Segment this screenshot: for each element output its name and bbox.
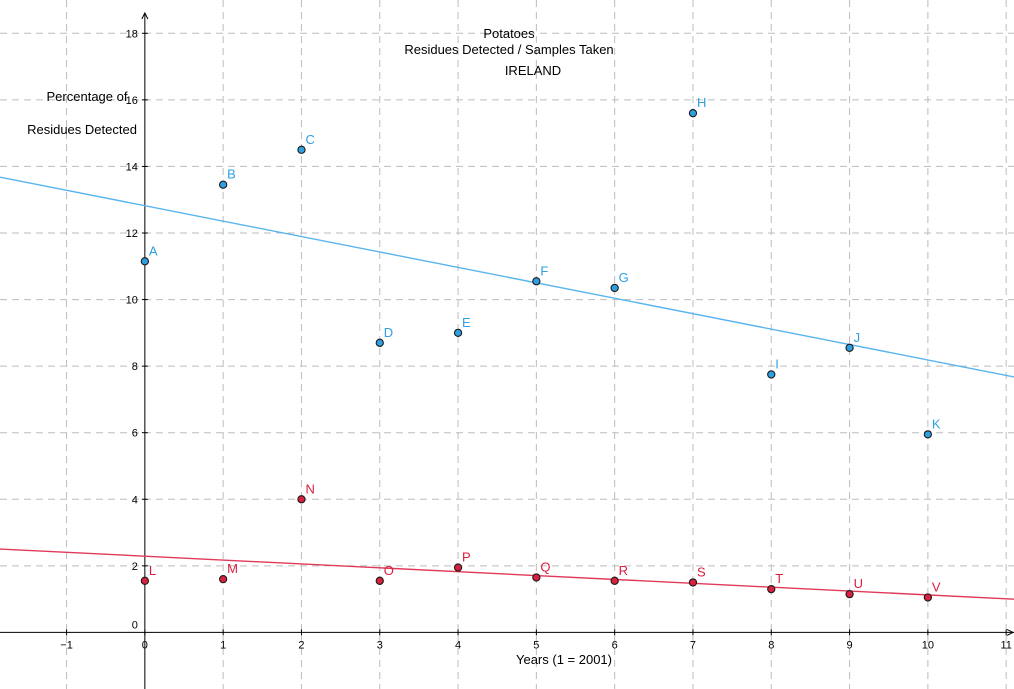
data-point-r <box>610 576 619 585</box>
point-label-h: H <box>697 95 706 110</box>
point-label-b: B <box>227 167 236 182</box>
y-tick-label: 6 <box>132 428 138 440</box>
y-tick-label: 2 <box>132 561 138 573</box>
data-point-b <box>219 180 228 189</box>
axes <box>0 11 1014 689</box>
data-point-k <box>923 430 933 439</box>
point-label-t: T <box>775 571 783 586</box>
x-tick-label: 8 <box>768 639 774 651</box>
chart-title-line-1: Potatoes <box>483 26 535 41</box>
x-tick-label: 0 <box>142 639 148 651</box>
x-tick-label: −1 <box>60 639 73 651</box>
data-point-f <box>532 277 541 286</box>
x-tick-label: 10 <box>922 639 934 651</box>
y-axis-title-line-1: Percentage of <box>47 89 128 104</box>
point-label-m: M <box>227 561 238 576</box>
origin-y-label: 0 <box>132 619 138 631</box>
y-tick-label: 4 <box>132 494 138 506</box>
point-label-k: K <box>932 416 941 431</box>
chart-title-line-2: Residues Detected / Samples Taken <box>404 42 613 57</box>
point-label-q: Q <box>540 559 550 574</box>
point-label-i: I <box>775 356 779 371</box>
data-point-l <box>140 576 150 585</box>
x-tick-label: 2 <box>298 639 304 651</box>
point-label-p: P <box>462 550 471 565</box>
x-axis-arrow <box>1006 628 1014 636</box>
data-point-n <box>297 495 306 504</box>
trendlines <box>0 176 1014 600</box>
y-axis-title: Percentage of Residues Detected <box>27 89 137 137</box>
data-point-d <box>375 338 384 347</box>
y-axis-title-line-2: Residues Detected <box>27 122 137 137</box>
x-tick-label: 3 <box>377 639 383 651</box>
data-point-s <box>688 578 698 587</box>
data-point-p <box>453 563 463 572</box>
trendline-blue <box>0 176 1014 378</box>
x-tick-label: 7 <box>690 639 696 651</box>
data-point-t <box>767 584 776 594</box>
data-point-e <box>453 328 463 338</box>
data-point-o <box>375 576 384 585</box>
point-label-r: R <box>619 563 628 578</box>
y-tick-label: 10 <box>126 295 138 307</box>
x-tick-label: 6 <box>612 639 618 651</box>
y-tick-label: 12 <box>126 228 138 240</box>
x-tick-label: 9 <box>847 639 853 651</box>
data-point-i <box>767 370 776 379</box>
x-tick-label: 5 <box>533 639 539 651</box>
data-point-m <box>219 575 228 584</box>
point-label-l: L <box>149 563 156 578</box>
data-point-h <box>688 109 698 118</box>
data-point-c <box>297 145 306 154</box>
point-label-v: V <box>932 579 941 594</box>
point-label-u: U <box>854 576 863 591</box>
point-label-o: O <box>384 563 394 578</box>
data-point-j <box>845 343 854 352</box>
data-point-q <box>532 573 541 582</box>
point-label-d: D <box>384 325 393 340</box>
point-label-e: E <box>462 315 471 330</box>
y-tick-label: 18 <box>126 28 138 40</box>
chart-title: Potatoes Residues Detected / Samples Tak… <box>404 26 613 78</box>
x-tick-label: 11 <box>1000 639 1011 651</box>
chart-title-line-3: IRELAND <box>505 63 561 78</box>
x-axis-title: Years (1 = 2001) <box>516 652 612 667</box>
y-tick-label: 8 <box>132 361 138 373</box>
data-point-u <box>845 589 854 599</box>
data-point-v <box>923 593 933 602</box>
y-tick-label: 14 <box>126 161 138 173</box>
x-tick-label: 1 <box>220 639 226 651</box>
point-label-f: F <box>540 263 548 278</box>
y-tick-label: 16 <box>126 95 138 107</box>
y-axis-arrow <box>141 11 149 20</box>
point-label-a: A <box>149 243 158 258</box>
point-label-s: S <box>697 564 706 579</box>
point-label-n: N <box>305 481 314 496</box>
point-label-c: C <box>305 132 314 147</box>
data-point-a <box>140 257 150 266</box>
x-tick-label: 4 <box>455 639 461 651</box>
data-points: A B C D E F G H I J K L M N O P Q R S T U V <box>140 95 941 602</box>
point-label-g: G <box>619 270 629 285</box>
trendline-red <box>0 548 1014 600</box>
point-label-j: J <box>854 330 861 345</box>
data-point-g <box>610 283 619 293</box>
